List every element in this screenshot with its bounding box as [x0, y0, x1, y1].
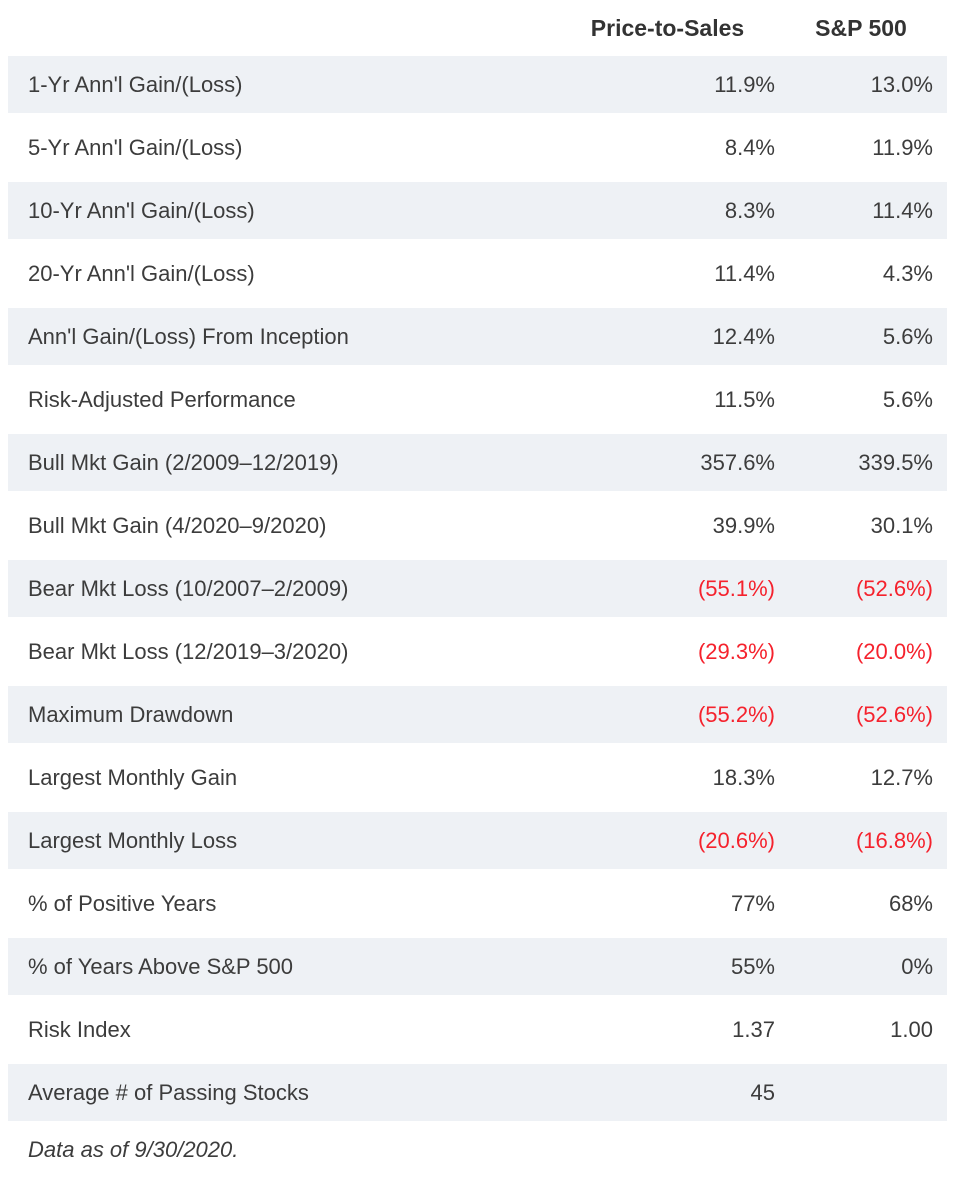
pts-value: 11.4%: [714, 260, 775, 286]
table-row: Ann'l Gain/(Loss) From Inception 12.4% 5…: [8, 308, 947, 365]
pts-value: (20.6%): [560, 812, 775, 869]
table-row: Bear Mkt Loss (10/2007–2/2009) (55.1%) (…: [8, 560, 947, 617]
metric-label: Maximum Drawdown: [8, 686, 560, 743]
sp500-value: 68%: [888, 890, 933, 916]
sp500-value: 339.5%: [775, 434, 947, 491]
metric-label: 10-Yr Ann'l Gain/(Loss): [8, 182, 560, 239]
pts-value: 8.4%: [724, 134, 775, 160]
sp500-value: (16.8%): [775, 812, 947, 869]
table-row: Largest Monthly Loss (20.6%) (16.8%): [8, 812, 947, 869]
header-row: Price-to-Sales S&P 500: [8, 6, 947, 50]
metric-label: Bull Mkt Gain (2/2009–12/2019): [8, 434, 560, 491]
table-row: Bull Mkt Gain (2/2009–12/2019) 357.6% 33…: [8, 434, 947, 491]
sp500-column-header: S&P 500: [815, 14, 907, 41]
pts-value: 39.9%: [712, 512, 775, 538]
metric-label: Bear Mkt Loss (10/2007–2/2009): [8, 560, 560, 617]
metric-label: Risk Index: [28, 1016, 131, 1042]
pts-value: 45: [560, 1064, 775, 1121]
sp500-value: (20.0%): [855, 638, 933, 664]
table-body: 1-Yr Ann'l Gain/(Loss) 11.9% 13.0% 5-Yr …: [8, 56, 947, 1121]
pts-value: 11.5%: [714, 386, 775, 412]
table-row: % of Years Above S&P 500 55% 0%: [8, 938, 947, 995]
table-row: Risk-Adjusted Performance 11.5% 5.6%: [8, 371, 947, 428]
table-row: 1-Yr Ann'l Gain/(Loss) 11.9% 13.0%: [8, 56, 947, 113]
metric-label: Average # of Passing Stocks: [8, 1064, 560, 1121]
pts-value: 8.3%: [560, 182, 775, 239]
sp500-value: (52.6%): [775, 686, 947, 743]
sp500-value: 1.00: [890, 1016, 933, 1042]
sp500-value: 11.4%: [775, 182, 947, 239]
pts-value: 12.4%: [560, 308, 775, 365]
sp500-value: 30.1%: [870, 512, 933, 538]
pts-value: 55%: [560, 938, 775, 995]
sp500-value: 4.3%: [882, 260, 933, 286]
price-to-sales-column-header: Price-to-Sales: [590, 14, 745, 41]
table-row: Maximum Drawdown (55.2%) (52.6%): [8, 686, 947, 743]
sp500-value: [775, 1064, 947, 1121]
pts-value: (55.1%): [560, 560, 775, 617]
pts-value: (55.2%): [560, 686, 775, 743]
pts-value: 357.6%: [560, 434, 775, 491]
metric-label: 20-Yr Ann'l Gain/(Loss): [28, 260, 255, 286]
pts-value: (29.3%): [697, 638, 775, 664]
sp500-value: 5.6%: [775, 308, 947, 365]
sp500-value: 11.9%: [872, 134, 933, 160]
sp500-value: 13.0%: [775, 56, 947, 113]
table-row: Bear Mkt Loss (12/2019–3/2020) (29.3%) (…: [8, 623, 947, 680]
metric-label: Bear Mkt Loss (12/2019–3/2020): [28, 638, 349, 664]
metric-label: 5-Yr Ann'l Gain/(Loss): [28, 134, 243, 160]
metric-label: Bull Mkt Gain (4/2020–9/2020): [28, 512, 327, 538]
metric-label: % of Years Above S&P 500: [8, 938, 560, 995]
metric-label: Ann'l Gain/(Loss) From Inception: [8, 308, 560, 365]
pts-value: 11.9%: [560, 56, 775, 113]
table-row: Average # of Passing Stocks 45: [8, 1064, 947, 1121]
sp500-value: 0%: [775, 938, 947, 995]
table-header: Price-to-Sales S&P 500: [8, 6, 947, 50]
pts-value: 18.3%: [712, 764, 775, 790]
sp500-value: 5.6%: [882, 386, 933, 412]
metric-label: 1-Yr Ann'l Gain/(Loss): [8, 56, 560, 113]
performance-stats-table: Price-to-Sales S&P 500 1-Yr Ann'l Gain/(…: [8, 0, 947, 1127]
metric-label: Largest Monthly Gain: [28, 764, 238, 790]
metric-label: Largest Monthly Loss: [8, 812, 560, 869]
table-row: Bull Mkt Gain (4/2020–9/2020) 39.9% 30.1…: [8, 497, 947, 554]
table-row: 10-Yr Ann'l Gain/(Loss) 8.3% 11.4%: [8, 182, 947, 239]
table-row: Largest Monthly Gain 18.3% 12.7%: [8, 749, 947, 806]
table-row: % of Positive Years 77% 68%: [8, 875, 947, 932]
data-as-of-footnote: Data as of 9/30/2020.: [28, 1137, 239, 1162]
sp500-value: (52.6%): [775, 560, 947, 617]
table-row: 20-Yr Ann'l Gain/(Loss) 11.4% 4.3%: [8, 245, 947, 302]
table-row: 5-Yr Ann'l Gain/(Loss) 8.4% 11.9%: [8, 119, 947, 176]
metric-label: Risk-Adjusted Performance: [28, 386, 296, 412]
metric-label: % of Positive Years: [28, 890, 217, 916]
pts-value: 77%: [730, 890, 775, 916]
pts-value: 1.37: [732, 1016, 775, 1042]
metric-column-header: [8, 6, 560, 50]
table-row: Risk Index 1.37 1.00: [8, 1001, 947, 1058]
sp500-value: 12.7%: [870, 764, 933, 790]
